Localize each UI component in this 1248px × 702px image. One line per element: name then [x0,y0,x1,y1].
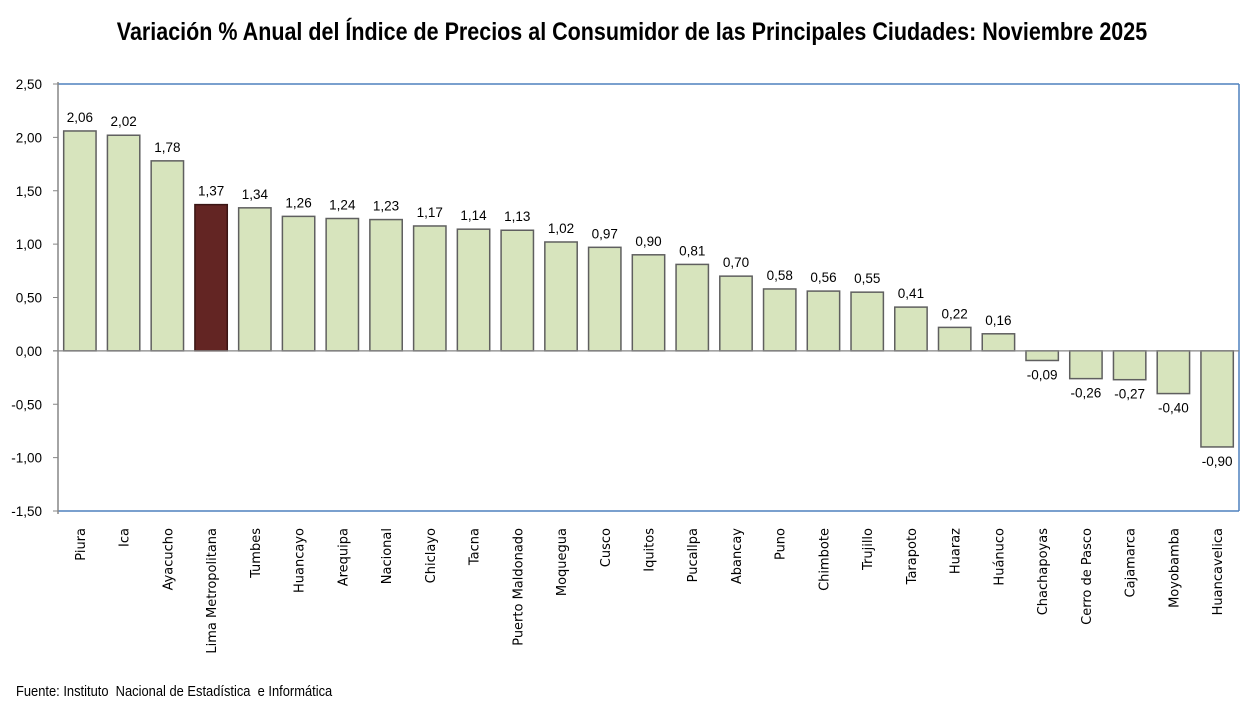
category-label: Tacna [468,528,483,566]
bar [719,275,753,352]
category-label: Huancavelica [1211,528,1226,615]
category-label: Huaraz [949,528,964,574]
bar [1112,350,1147,381]
y-tick-label: 1,00 [16,237,42,252]
bar [937,326,972,352]
bars [62,130,1235,448]
category-label: Tumbes [249,528,264,579]
y-tick-label: 0,00 [16,344,42,359]
category-label: Pucallpa [686,528,701,582]
bar-highlight [194,203,229,352]
bar [500,229,535,352]
category-label: Moyobamba [1167,528,1182,608]
category-label: Piura [74,528,89,561]
data-label: 1,24 [329,198,356,213]
y-tick-label: 2,00 [16,130,42,145]
bar [587,246,622,352]
category-label: Huánuco [992,528,1007,586]
bar [106,134,141,352]
category-label: Cajamarca [1124,528,1139,597]
category-label: Nacional [380,528,395,584]
data-label: 1,23 [373,199,399,214]
data-labels: 2,06 2,02 1,78 1,37 1,34 1,26 1,24 1,23 1,17 1,14… [67,110,1233,469]
data-label: 0,41 [898,286,924,301]
data-label: 1,02 [548,221,574,236]
category-label: Chiclayo [424,528,439,583]
category-label: Arequipa [336,528,351,586]
bar [369,218,403,352]
data-label: 1,37 [198,184,224,199]
bar [1156,350,1191,395]
y-axis: 2,50 2,00 1,50 1,00 0,50 0,00 -0,50 -1,00 -1,50 [11,77,58,519]
bar [150,160,185,352]
category-label: Lima Metropolitana [205,528,220,654]
data-label: 0,58 [767,268,793,283]
bar [456,228,491,352]
data-label: 0,22 [942,306,968,321]
data-label: 1,78 [154,140,180,155]
category-label: Puerto Maldonado [511,528,526,646]
data-label: 0,97 [592,226,618,241]
data-label: 1,13 [504,209,530,224]
data-label: 1,26 [285,195,311,210]
bar [544,241,578,352]
axes [53,82,1239,514]
plot-frame [58,83,1240,512]
data-label: 0,56 [810,270,836,285]
category-label: Cusco [599,528,614,567]
bar [675,263,710,352]
bar [850,291,885,352]
y-tick-label: -1,50 [11,504,42,519]
bar [62,130,97,352]
data-label: 1,17 [417,205,443,220]
category-label: Iquitos [643,528,658,572]
category-label: Trujillo [861,528,876,571]
bar [1200,350,1235,448]
data-label: 1,34 [242,187,269,202]
data-label: 0,81 [679,243,705,258]
data-label: 2,02 [110,114,136,129]
bar [631,254,666,352]
bar [1025,350,1060,362]
data-label: -0,27 [1114,387,1145,402]
x-axis: Piura Ica Ayacucho Lima Metropolitana Tumbes… [74,528,1226,654]
data-label: -0,09 [1027,367,1058,382]
category-label: Puno [774,528,789,560]
category-label: Tarapoto [905,528,920,585]
data-label: -0,40 [1158,401,1189,416]
bar [325,217,360,352]
data-label: -0,26 [1071,386,1102,401]
category-label: Chimbote [817,528,832,591]
data-label: 0,55 [854,271,880,286]
source-note: Fuente: Instituto Nacional de Estadístic… [16,683,333,700]
category-label: Abancay [730,528,745,584]
data-label: 0,16 [985,313,1011,328]
data-label: 0,70 [723,255,749,270]
y-tick-label: 0,50 [16,291,42,306]
data-label: 1,14 [460,208,487,223]
bar [894,306,928,352]
y-tick-label: 1,50 [16,184,42,199]
category-label: Chachapoyas [1036,528,1051,616]
data-label: 2,06 [67,110,93,125]
bar [762,288,797,352]
bar [281,215,316,352]
y-tick-label: 2,50 [16,77,42,92]
bar [981,333,1016,352]
bar [806,290,841,352]
data-label: 0,90 [635,234,661,249]
category-label: Huancayo [293,528,308,593]
category-label: Ica [118,528,133,547]
data-label: -0,90 [1202,454,1233,469]
bar [1068,350,1103,380]
bar [237,207,272,352]
category-label: Cerro de Pasco [1080,528,1095,625]
bar [412,225,447,352]
y-tick-label: -1,00 [11,451,42,466]
category-label: Moquegua [555,528,570,596]
category-label: Ayacucho [161,528,176,590]
chart-title: Variación % Anual del Índice de Precios … [116,18,1148,46]
y-tick-label: -0,50 [11,397,42,412]
